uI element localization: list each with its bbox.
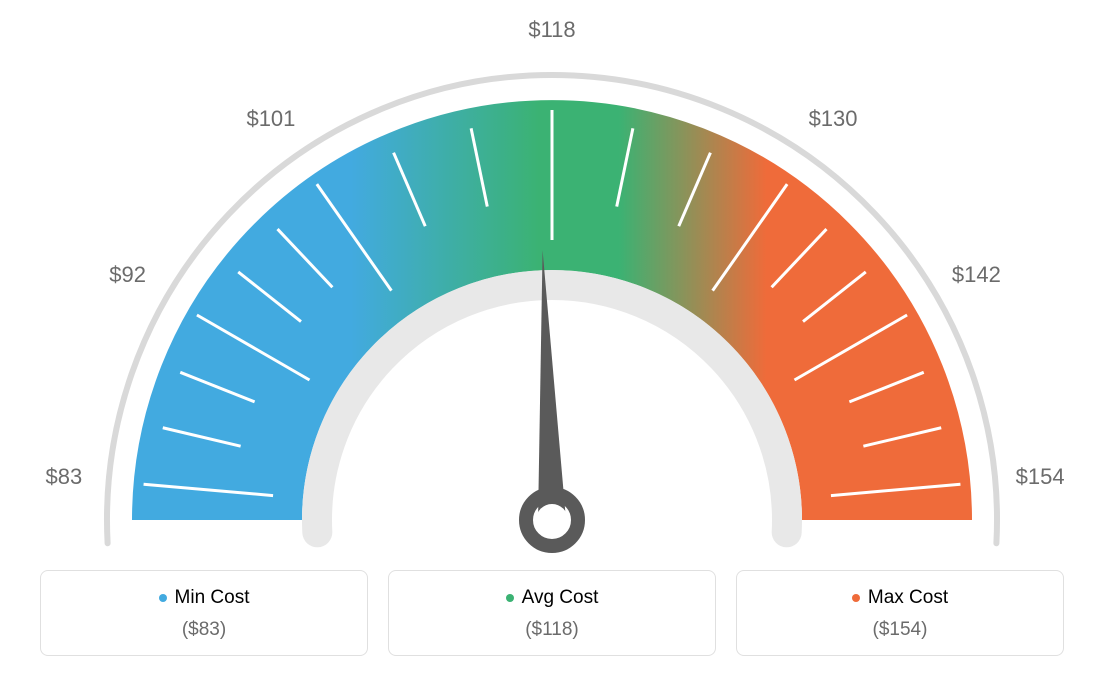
scale-label: $101 <box>246 106 295 132</box>
legend-dot-min <box>159 594 167 602</box>
scale-label: $118 <box>528 17 575 43</box>
legend-card-min: Min Cost ($83) <box>40 570 368 656</box>
legend-label-avg: Avg Cost <box>522 587 599 609</box>
scale-label: $142 <box>952 262 1001 288</box>
legend-row: Min Cost ($83) Avg Cost ($118) Max Cost … <box>0 570 1104 656</box>
gauge-svg <box>0 0 1104 560</box>
legend-value-min: ($83) <box>51 619 357 641</box>
scale-label: $154 <box>1016 464 1065 490</box>
scale-label: $130 <box>809 106 858 132</box>
legend-dot-avg <box>506 594 514 602</box>
scale-label: $92 <box>109 262 146 288</box>
scale-label: $83 <box>46 464 83 490</box>
legend-title-max: Max Cost <box>852 587 948 609</box>
legend-card-max: Max Cost ($154) <box>736 570 1064 656</box>
gauge-chart: $83 $92 $101 $118 $130 $142 $154 <box>0 0 1104 560</box>
legend-label-max: Max Cost <box>868 587 948 609</box>
legend-dot-max <box>852 594 860 602</box>
legend-value-max: ($154) <box>747 619 1053 641</box>
legend-label-min: Min Cost <box>175 587 250 609</box>
legend-value-avg: ($118) <box>399 619 705 641</box>
legend-title-avg: Avg Cost <box>506 587 599 609</box>
legend-title-min: Min Cost <box>159 587 250 609</box>
legend-card-avg: Avg Cost ($118) <box>388 570 716 656</box>
